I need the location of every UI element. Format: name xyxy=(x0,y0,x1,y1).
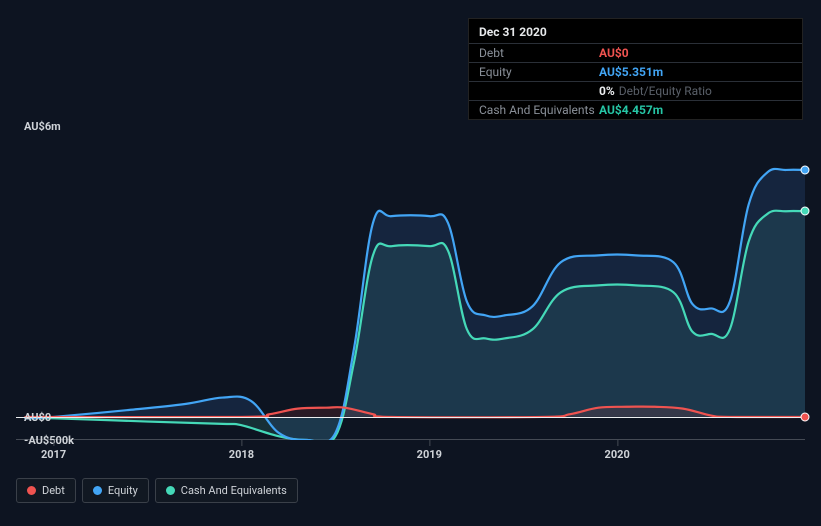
legend-item[interactable]: Cash And Equivalents xyxy=(155,478,298,503)
tooltip-row: 0% Debt/Equity Ratio xyxy=(469,82,802,101)
tooltip-value: AU$4.457m xyxy=(599,103,663,117)
x-axis-tick: 2020 xyxy=(605,448,630,461)
y-axis-label-zero: AU$0 xyxy=(24,411,51,424)
legend-dot-icon xyxy=(27,486,36,495)
x-axis-tick: 2019 xyxy=(417,448,442,461)
x-axis: 2017 2018 2019 2020 xyxy=(16,440,805,464)
tooltip-desc: Debt/Equity Ratio xyxy=(619,84,712,98)
x-axis-tick: 2018 xyxy=(229,448,254,461)
legend-label: Cash And Equivalents xyxy=(181,484,287,497)
series-end-marker xyxy=(801,412,810,421)
tooltip-date: Dec 31 2020 xyxy=(469,19,802,44)
chart-tooltip: Dec 31 2020 DebtAU$0EquityAU$5.351m0% De… xyxy=(468,18,803,120)
x-axis-tick: 2017 xyxy=(41,448,66,461)
chart-svg xyxy=(16,140,805,440)
tooltip-value: AU$0 xyxy=(599,46,629,60)
tooltip-label: Debt xyxy=(479,46,599,60)
legend-label: Debt xyxy=(42,484,65,497)
legend-label: Equity xyxy=(108,484,138,497)
tooltip-row: DebtAU$0 xyxy=(469,44,802,63)
legend-dot-icon xyxy=(166,486,175,495)
tooltip-value: AU$5.351m xyxy=(599,65,663,79)
legend-item[interactable]: Equity xyxy=(82,478,149,503)
tooltip-label: Cash And Equivalents xyxy=(479,103,599,117)
chart-plot[interactable] xyxy=(16,140,805,440)
tooltip-value: 0% xyxy=(599,84,615,98)
legend-item[interactable]: Debt xyxy=(16,478,76,503)
series-end-marker xyxy=(801,207,810,216)
y-axis-label-max: AU$6m xyxy=(24,120,61,133)
chart-legend: Debt Equity Cash And Equivalents xyxy=(16,478,298,503)
legend-dot-icon xyxy=(93,486,102,495)
tooltip-row: EquityAU$5.351m xyxy=(469,63,802,82)
zero-axis-line xyxy=(16,417,805,418)
series-end-marker xyxy=(801,165,810,174)
tooltip-row: Cash And EquivalentsAU$4.457m xyxy=(469,101,802,119)
tooltip-label: Equity xyxy=(479,65,599,79)
